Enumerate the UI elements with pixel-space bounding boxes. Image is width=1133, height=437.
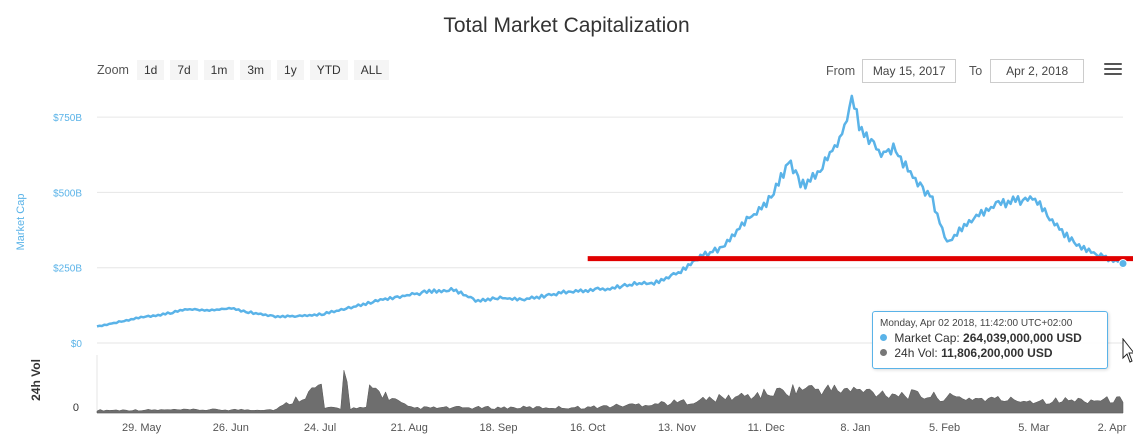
- volume-tick-label: 0: [73, 402, 79, 414]
- zoom-7d-button[interactable]: 7d: [170, 60, 198, 80]
- x-tick-label: 5. Feb: [929, 422, 960, 434]
- market-cap-line: [96, 94, 1124, 328]
- volume-area: [96, 370, 1124, 414]
- hamburger-menu-icon[interactable]: [1104, 63, 1122, 77]
- y-tick-label: $250B: [53, 264, 82, 275]
- x-tick-label: 26. Jun: [213, 422, 249, 434]
- range-to: To Apr 2, 2018: [969, 59, 1085, 83]
- zoom-bar: Zoom 1d 7d 1m 3m 1y YTD ALL: [97, 60, 390, 80]
- tooltip-market-cap-label: Market Cap:: [894, 331, 960, 345]
- y-axis-label: Market Cap: [15, 194, 27, 251]
- range-from: From May 15, 2017: [826, 59, 957, 83]
- volume-dot-icon: [880, 349, 887, 357]
- x-tick-label: 13. Nov: [658, 422, 696, 434]
- zoom-1d-button[interactable]: 1d: [136, 60, 165, 80]
- zoom-1y-button[interactable]: 1y: [277, 60, 304, 80]
- hover-marker: [1118, 258, 1128, 268]
- from-label: From: [826, 64, 856, 78]
- x-tick-label: 21. Aug: [391, 422, 428, 434]
- x-tick-label: 8. Jan: [840, 422, 870, 434]
- market-cap-dot-icon: [880, 334, 887, 342]
- x-tick-label: 24. Jul: [304, 422, 336, 434]
- x-tick-label: 16. Oct: [570, 422, 605, 434]
- tooltip-market-cap-row: Market Cap: 264,039,000,000 USD: [880, 331, 1107, 346]
- tooltip-volume-row: 24h Vol: 11,806,200,000 USD: [880, 346, 1107, 361]
- from-date-input[interactable]: May 15, 2017: [862, 59, 957, 83]
- x-tick-label: 29. May: [122, 422, 162, 434]
- to-label: To: [969, 64, 983, 78]
- zoom-label: Zoom: [97, 63, 129, 77]
- resize-cursor-icon: [1122, 338, 1133, 363]
- zoom-all-button[interactable]: ALL: [353, 60, 390, 80]
- x-tick-label: 18. Sep: [480, 422, 518, 434]
- x-tick-label: 5. Mar: [1018, 422, 1050, 434]
- chart-title: Total Market Capitalization: [443, 14, 690, 37]
- volume-axis-label: 24h Vol: [29, 359, 43, 401]
- x-tick-label: 11. Dec: [748, 422, 786, 434]
- x-tick-label: 2. Apr: [1098, 422, 1127, 434]
- y-tick-label: $0: [71, 339, 83, 350]
- zoom-ytd-button[interactable]: YTD: [309, 60, 348, 80]
- chart-tooltip: Monday, Apr 02 2018, 11:42:00 UTC+02:00 …: [872, 311, 1108, 369]
- y-tick-label: $500B: [53, 188, 82, 199]
- zoom-3m-button[interactable]: 3m: [240, 60, 272, 80]
- to-date-input[interactable]: Apr 2, 2018: [990, 59, 1085, 83]
- tooltip-date: Monday, Apr 02 2018, 11:42:00 UTC+02:00: [880, 318, 1073, 329]
- tooltip-volume-label: 24h Vol:: [894, 346, 938, 360]
- y-tick-label: $750B: [53, 113, 82, 124]
- tooltip-volume-value: 11,806,200,000 USD: [941, 346, 1053, 360]
- tooltip-market-cap-value: 264,039,000,000 USD: [963, 331, 1082, 345]
- zoom-1m-button[interactable]: 1m: [203, 60, 235, 80]
